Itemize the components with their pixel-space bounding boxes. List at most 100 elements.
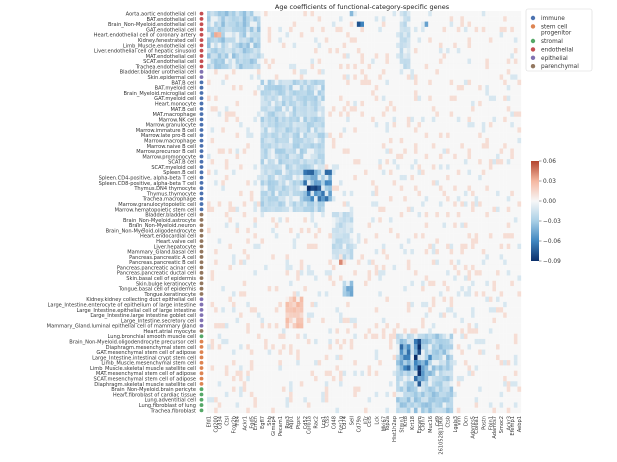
heatmap-cell <box>378 148 382 154</box>
heatmap-cell <box>392 190 397 197</box>
heatmap-cells <box>207 11 522 414</box>
heatmap-cell <box>396 169 400 176</box>
heatmap-cell <box>317 233 322 239</box>
heatmap-cell <box>349 270 354 276</box>
heatmap-cell <box>428 185 432 191</box>
heatmap-cell <box>499 100 504 107</box>
heatmap-cell <box>246 63 250 70</box>
heatmap-cell <box>463 58 468 65</box>
heatmap-cell <box>249 111 254 117</box>
heatmap-cell <box>274 280 279 287</box>
heatmap-cell <box>335 11 340 17</box>
heatmap-cell <box>274 21 279 28</box>
heatmap-cell <box>296 16 300 22</box>
heatmap-cell <box>435 53 440 59</box>
heatmap-cell <box>221 127 225 133</box>
heatmap-cell <box>517 159 522 165</box>
heatmap-cell <box>496 238 500 244</box>
heatmap-cell <box>413 296 418 303</box>
heatmap-cell <box>271 185 275 191</box>
heatmap-cell <box>517 227 522 234</box>
heatmap-cell <box>410 42 415 49</box>
heatmap-cell <box>249 233 254 239</box>
heatmap-cell <box>463 26 468 33</box>
heatmap-cell <box>364 169 368 176</box>
heatmap-cell <box>278 85 283 91</box>
heatmap-cell <box>217 217 222 223</box>
heatmap-cell <box>431 69 436 75</box>
heatmap-cell <box>235 69 240 75</box>
heatmap-cell <box>396 95 400 102</box>
heatmap-cell <box>271 58 275 65</box>
heatmap-cell <box>289 296 293 303</box>
row-label: Kidney.kidney collecting duct epithelial… <box>86 297 196 303</box>
heatmap-cell <box>335 153 340 160</box>
heatmap-cell <box>342 127 347 133</box>
heatmap-cell <box>513 206 518 213</box>
heatmap-cell <box>339 26 343 33</box>
heatmap-cell <box>456 238 461 244</box>
heatmap-cell <box>303 275 308 281</box>
heatmap-cell <box>324 196 329 202</box>
heatmap-cell <box>335 264 340 271</box>
heatmap-cell <box>235 169 240 176</box>
heatmap-cell <box>453 286 457 292</box>
heatmap-cell <box>364 74 368 80</box>
heatmap-cell <box>438 116 443 123</box>
heatmap-cell <box>331 95 336 102</box>
heatmap-cell <box>488 132 493 139</box>
heatmap-cell <box>214 238 218 244</box>
heatmap-cell <box>285 264 290 271</box>
heatmap-cell <box>456 100 461 107</box>
heatmap-cell <box>360 58 365 65</box>
heatmap-cell <box>392 127 397 133</box>
heatmap-cell <box>303 254 308 260</box>
heatmap-cell <box>278 37 283 43</box>
heatmap-cell <box>392 63 397 70</box>
heatmap-cell <box>228 63 233 70</box>
heatmap-cell <box>378 286 382 292</box>
heatmap-cell <box>342 249 347 255</box>
heatmap-cell <box>371 153 375 160</box>
heatmap-cell <box>342 238 347 244</box>
heatmap-cell <box>474 48 479 54</box>
heatmap-cell <box>306 264 311 271</box>
heatmap-cell <box>281 249 286 255</box>
heatmap-cell <box>314 196 318 202</box>
heatmap-cell <box>353 100 358 107</box>
heatmap-cell <box>310 37 315 43</box>
heatmap-cell <box>296 180 300 186</box>
heatmap-cell <box>228 185 233 191</box>
heatmap-cell <box>467 259 472 266</box>
heatmap-cell <box>289 222 293 229</box>
heatmap-cell <box>424 238 429 244</box>
heatmap-cell <box>317 212 322 218</box>
heatmap-cell <box>339 95 343 102</box>
heatmap-cell <box>435 32 440 38</box>
heatmap-cell <box>335 58 340 65</box>
heatmap-cell <box>207 159 211 165</box>
heatmap-cell <box>381 238 386 244</box>
heatmap-cell <box>239 127 243 133</box>
heatmap-cell <box>260 238 265 244</box>
heatmap-cell <box>303 111 308 117</box>
heatmap-cell <box>474 169 479 176</box>
heatmap-cell <box>360 280 365 287</box>
heatmap-cell <box>228 296 233 303</box>
heatmap-cell <box>306 249 311 255</box>
heatmap-cell <box>271 143 275 149</box>
heatmap-cell <box>224 42 229 49</box>
heatmap-cell <box>506 63 511 70</box>
heatmap-cell <box>492 95 497 102</box>
heatmap-cell <box>349 264 354 271</box>
heatmap-cell <box>449 249 454 255</box>
heatmap-cell <box>499 180 504 186</box>
heatmap-cell <box>235 37 240 43</box>
heatmap-cell <box>503 159 507 165</box>
heatmap-cell <box>228 159 233 165</box>
heatmap-cell <box>449 264 454 271</box>
row-label: Marrow.hematopoietic stem cell <box>115 207 196 213</box>
heatmap-cell <box>331 259 336 266</box>
heatmap-cell <box>210 180 215 186</box>
heatmap-cell <box>346 90 350 96</box>
